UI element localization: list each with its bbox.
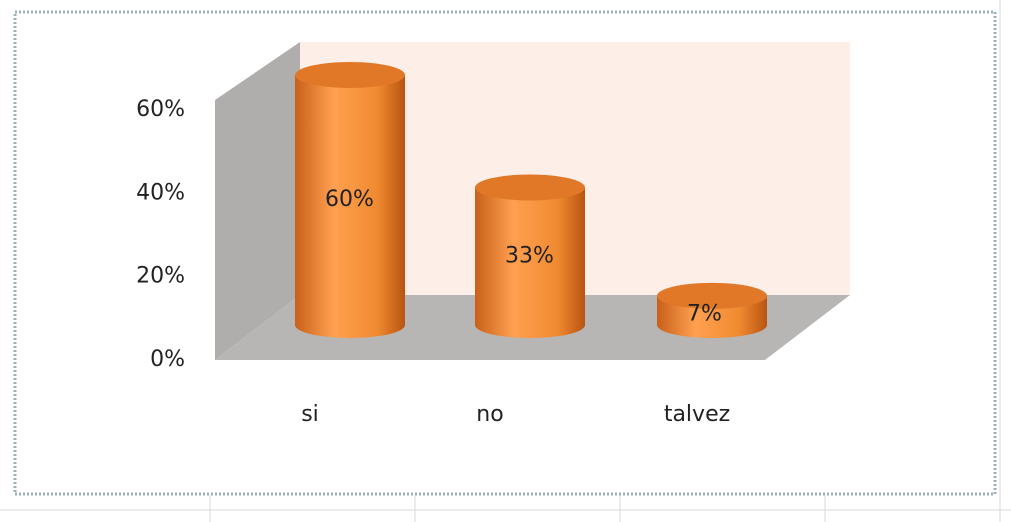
data-label: 60% [325, 187, 374, 212]
plot: 60% 33% 7% [295, 62, 767, 338]
data-label: 33% [505, 243, 554, 268]
bar-top [295, 62, 405, 88]
back-wall [300, 42, 850, 295]
x-tick-label: si [301, 402, 319, 427]
x-tick-label: talvez [664, 402, 730, 427]
bar [295, 75, 405, 338]
bar-top [475, 174, 585, 201]
y-tick-label: 60% [136, 97, 185, 122]
bar [475, 187, 585, 338]
side-wall [215, 42, 300, 360]
y-tick-label: 40% [136, 180, 185, 205]
x-tick-label: no [476, 402, 503, 427]
bar-top [657, 282, 767, 309]
y-tick-label: 20% [136, 264, 185, 289]
data-label: 7% [687, 301, 722, 326]
y-tick-label: 0% [150, 347, 185, 372]
